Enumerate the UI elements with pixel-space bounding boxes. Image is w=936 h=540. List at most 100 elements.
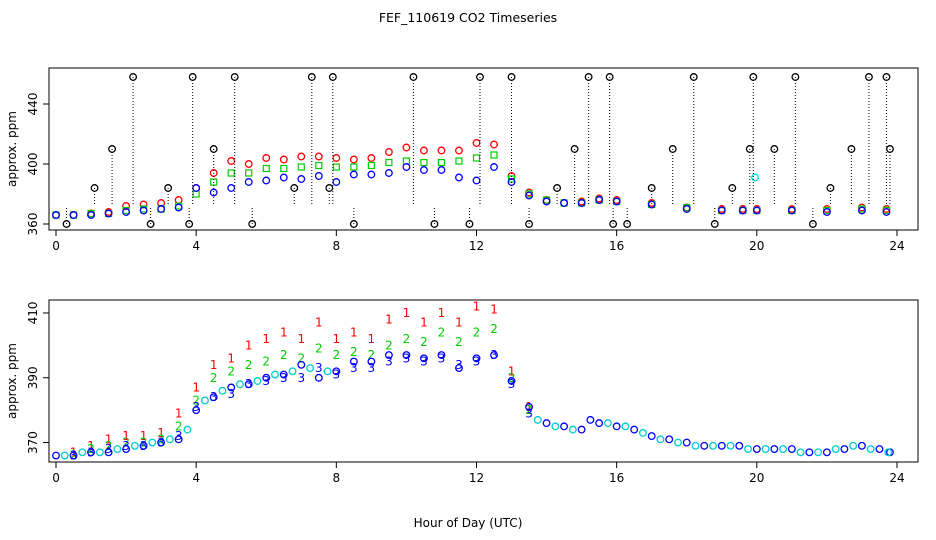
data-point bbox=[866, 445, 875, 453]
data-point-glyph: 2 bbox=[420, 335, 428, 349]
data-point bbox=[568, 425, 577, 434]
data-point bbox=[437, 351, 446, 360]
data-point bbox=[419, 166, 428, 174]
data-point bbox=[280, 164, 288, 173]
data-point bbox=[674, 438, 682, 447]
data-point bbox=[437, 146, 446, 155]
data-point bbox=[367, 170, 376, 179]
data-point bbox=[814, 448, 823, 457]
data-point-glyph: 3 bbox=[210, 390, 218, 404]
data-point-glyph: 2 bbox=[262, 355, 270, 369]
lower-plot-frame bbox=[48, 299, 919, 463]
data-point bbox=[52, 211, 60, 219]
data-point bbox=[419, 354, 428, 363]
data-point-glyph: 1 bbox=[175, 406, 183, 420]
data-point bbox=[577, 199, 586, 207]
data-point bbox=[826, 184, 835, 192]
data-point bbox=[419, 146, 428, 155]
data-point bbox=[349, 155, 358, 164]
data-point bbox=[402, 351, 411, 360]
data-point bbox=[108, 145, 117, 153]
data-point bbox=[787, 445, 796, 453]
data-point bbox=[328, 73, 337, 81]
data-point bbox=[402, 143, 411, 152]
data-point bbox=[586, 415, 595, 424]
data-point bbox=[209, 188, 218, 197]
data-point bbox=[323, 367, 332, 376]
data-point bbox=[560, 422, 569, 431]
data-point bbox=[253, 377, 262, 385]
x-tick-label: 8 bbox=[333, 239, 341, 253]
data-point bbox=[630, 425, 639, 434]
data-point-glyph: 2 bbox=[280, 348, 288, 362]
data-point bbox=[244, 178, 253, 186]
data-point bbox=[472, 154, 481, 162]
data-point bbox=[430, 220, 439, 228]
data-point bbox=[288, 367, 297, 376]
data-point-glyph: 1 bbox=[473, 299, 481, 313]
data-point bbox=[612, 422, 621, 431]
data-point bbox=[262, 154, 271, 162]
data-point-glyph: 3 bbox=[140, 439, 148, 453]
data-point bbox=[682, 205, 691, 213]
y-tick-label: 400 bbox=[26, 153, 40, 176]
data-point-glyph: 1 bbox=[210, 358, 218, 372]
data-point bbox=[297, 152, 306, 161]
data-point-glyph: 2 bbox=[455, 335, 463, 349]
y-tick-label: 410 bbox=[26, 302, 40, 325]
data-point bbox=[761, 445, 770, 453]
data-point-glyph: 1 bbox=[490, 303, 498, 317]
x-axis-label: Hour of Day (UTC) bbox=[414, 516, 523, 530]
data-point bbox=[262, 164, 270, 173]
x-tick-label: 0 bbox=[52, 239, 60, 253]
data-point bbox=[751, 173, 760, 182]
data-point bbox=[218, 386, 227, 395]
y-tick-label: 390 bbox=[26, 366, 40, 389]
data-point bbox=[682, 438, 691, 447]
data-point-glyph: 3 bbox=[245, 377, 253, 391]
data-point bbox=[384, 351, 393, 360]
data-point bbox=[174, 435, 183, 444]
series-cyan bbox=[751, 173, 760, 182]
data-point-glyph: 1 bbox=[245, 338, 253, 352]
data-point-glyph: 3 bbox=[297, 371, 305, 385]
data-point-glyph: 2 bbox=[210, 371, 218, 385]
data-point-glyph: 1 bbox=[122, 429, 130, 443]
x-tick-label: 12 bbox=[469, 239, 484, 253]
data-point bbox=[306, 364, 315, 372]
data-point bbox=[749, 73, 758, 81]
data-point bbox=[717, 441, 726, 450]
data-point bbox=[183, 425, 192, 434]
data-point-glyph: 3 bbox=[350, 361, 358, 375]
data-point bbox=[603, 419, 612, 428]
y-tick-label: 440 bbox=[26, 93, 40, 116]
data-point-glyph: 1 bbox=[157, 426, 165, 440]
data-point bbox=[875, 445, 884, 453]
figure-title: FEF_110619 CO2 Timeseries bbox=[379, 10, 557, 25]
data-point bbox=[525, 220, 534, 228]
data-point bbox=[297, 163, 305, 171]
data-point bbox=[245, 169, 253, 177]
data-point-glyph: 1 bbox=[192, 380, 200, 394]
data-point-glyph: 2 bbox=[350, 345, 358, 359]
x-tick-label: 12 bbox=[469, 471, 484, 485]
data-point bbox=[728, 184, 737, 192]
data-point-glyph: 2 bbox=[297, 351, 305, 365]
data-point-glyph: 3 bbox=[490, 348, 498, 362]
data-point bbox=[164, 184, 173, 192]
data-point-glyph: 2 bbox=[473, 325, 481, 339]
data-point bbox=[200, 396, 209, 405]
data-point bbox=[236, 380, 244, 389]
data-point bbox=[437, 166, 446, 174]
data-point bbox=[455, 364, 463, 372]
data-point bbox=[779, 445, 788, 453]
data-point bbox=[577, 425, 586, 434]
data-point bbox=[808, 220, 817, 228]
data-point bbox=[230, 73, 239, 81]
data-point bbox=[717, 206, 726, 215]
data-point bbox=[420, 158, 428, 167]
data-point bbox=[864, 73, 873, 81]
data-point-glyph: 2 bbox=[438, 325, 446, 339]
